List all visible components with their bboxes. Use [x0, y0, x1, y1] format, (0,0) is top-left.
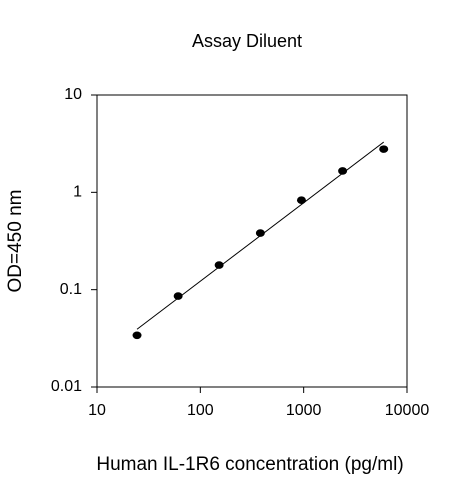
- data-point: [338, 167, 348, 175]
- y-tick-label: 0.1: [60, 281, 82, 298]
- data-point: [132, 331, 142, 340]
- x-axis-title: Human IL-1R6 concentration (pg/ml): [96, 454, 403, 475]
- chart-title: Assay Diluent: [192, 31, 302, 51]
- x-tick-label: 1000: [286, 402, 322, 419]
- x-tick-label: 10000: [385, 402, 430, 419]
- plot-frame: [96, 94, 408, 388]
- y-axis-title: OD=450 nm: [5, 190, 26, 293]
- data-point: [214, 261, 224, 269]
- x-tick-label: 100: [187, 402, 214, 419]
- data-point: [173, 292, 183, 300]
- y-tick-label: 10: [64, 86, 82, 103]
- data-point: [255, 229, 265, 237]
- x-tick-label: 10: [88, 402, 106, 419]
- data-point: [379, 145, 389, 153]
- y-tick-label: 0.01: [51, 378, 82, 395]
- data-point: [296, 196, 306, 205]
- y-tick-label: 1: [73, 184, 82, 201]
